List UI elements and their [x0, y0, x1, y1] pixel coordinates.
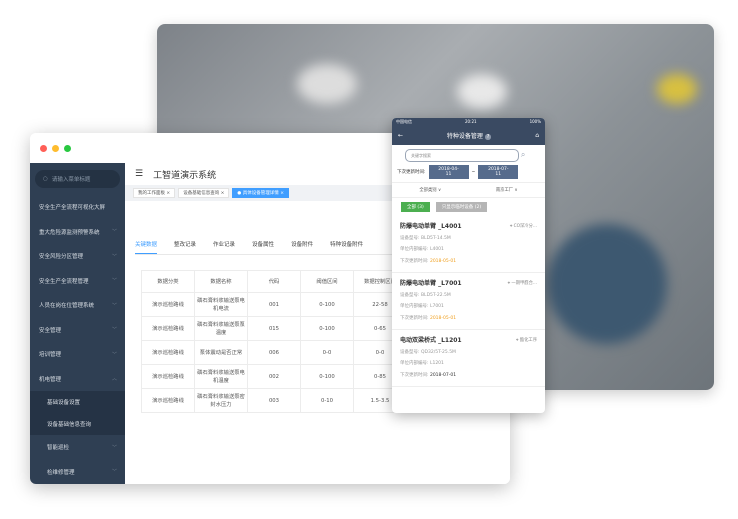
chevron-down-icon: ﹀: [111, 469, 117, 476]
tab-key-data[interactable]: 关键数据: [135, 240, 158, 254]
all-button[interactable]: 全部 (3): [401, 202, 430, 212]
keyword-search-input[interactable]: 关键字搜索: [405, 149, 519, 162]
tag-device-detail[interactable]: ● 具体设备管理详情 ×: [232, 188, 289, 198]
table-header: 数据分类 数据名称 代码 阈值区间 数据控制区间: [141, 270, 407, 293]
sidebar-subitem[interactable]: 设备基础信息查询: [30, 413, 125, 435]
maximize-dot[interactable]: [64, 144, 71, 152]
back-arrow-icon[interactable]: ←: [398, 132, 404, 139]
date-from[interactable]: 2018-04-11: [428, 165, 469, 179]
category-dropdown[interactable]: 全部类别 ∨: [419, 188, 442, 193]
search-icon[interactable]: ⌕: [520, 150, 526, 159]
sidebar-item[interactable]: 安全生产全流程管理 ﹀: [39, 278, 117, 285]
home-icon[interactable]: ⌂: [535, 132, 539, 139]
table-row: 演示巡检路线 磷石膏料浆输送泵密封水压力 003 0-10 1.5-3.5: [141, 388, 407, 413]
sidebar-item[interactable]: 人员在岗在位管理系统 ﹀: [39, 302, 117, 310]
temporary-only-button[interactable]: 只显示临时设备 (2): [435, 202, 488, 212]
sidebar-item[interactable]: 检维修管理 ﹀: [47, 469, 117, 476]
tab-attachments[interactable]: 设备附件: [291, 242, 314, 248]
tab-work-records[interactable]: 作业记录: [213, 242, 236, 248]
help-icon[interactable]: ?: [484, 134, 492, 140]
device-list-item[interactable]: 防爆电动单臂 _L7001 ⌖ 一期甲醛合... 设备型号: BLD5T-22.5…: [392, 273, 545, 330]
tab-attributes[interactable]: 设备属性: [252, 242, 275, 248]
sidebar-item[interactable]: 智能巡检 ﹀: [47, 444, 117, 452]
chevron-down-icon: ﹀: [111, 229, 117, 236]
key-data-table: 数据分类 数据名称 代码 阈值区间 数据控制区间 演示巡检路线 磷石膏料浆输送泵电机电流 0…: [141, 270, 407, 413]
search-icon: ○: [43, 176, 48, 182]
sidebar-subitem[interactable]: 基础设备设置: [30, 391, 125, 413]
table-row: 演示巡检路线 磷石膏料浆输送泵电机温度 002 0-100 0-85: [141, 364, 407, 389]
chevron-down-icon: ﹀: [111, 302, 117, 309]
location-pin-icon: ⌖: [516, 338, 519, 343]
chevron-down-icon: ﹀: [111, 253, 117, 260]
tag-workbench[interactable]: 我的工作面板 ×: [133, 188, 176, 198]
chevron-up-icon: ︿: [111, 376, 117, 383]
tag-device-query[interactable]: 设备基础信息查询 ×: [178, 188, 230, 198]
main-content: ☰ 工智道演示系统 我的工作面板 × 设备基础信息查询 × ● 具体设备管理详情 …: [125, 163, 510, 484]
page-title: 特种设备管理: [446, 133, 483, 140]
sidebar-item[interactable]: 培训管理 ﹀: [39, 351, 117, 359]
sidebar: ○ 请输入菜单标题 安全生产全流程可视化大屏 重大危险源监测预警系统 ﹀ 安全风险分…: [30, 163, 125, 484]
status-bar: 中国电信 20:21 100%: [392, 118, 545, 126]
chevron-down-icon: ﹀: [111, 351, 117, 358]
table-row: 演示巡检路线 磷石膏料浆输送泵电机电流 001 0-100 22-58: [141, 292, 407, 317]
tab-rectification[interactable]: 整改记录: [174, 242, 197, 248]
sidebar-item[interactable]: 安全生产全流程可视化大屏: [39, 205, 106, 212]
device-list-item[interactable]: 电动双梁桥式 _L1201 ⌖ 酯化工序 设备型号: QD32/5T-25.5M …: [392, 330, 545, 387]
table-row: 演示巡检路线 泵体震动是否正常 006 0-0 0-0: [141, 340, 407, 365]
location-pin-icon: ⌖: [507, 281, 511, 286]
date-to[interactable]: 2018-07-11: [478, 165, 519, 179]
sidebar-item[interactable]: 安全管理 ﹀: [39, 327, 117, 334]
device-list-item[interactable]: 防爆电动单臂 _L4001 ⌖ CO深冷分... 设备型号: BLD5T-14.5…: [392, 216, 545, 273]
chevron-down-icon: ﹀: [111, 444, 117, 451]
sidebar-item[interactable]: 安全风险分区管理 ﹀: [39, 253, 117, 261]
factory-dropdown[interactable]: 南京工厂 ∨: [495, 188, 518, 193]
menu-toggle-icon[interactable]: ☰: [135, 169, 144, 179]
tab-special-attachments[interactable]: 特种设备附件: [330, 242, 364, 248]
app-title: 工智道演示系统: [153, 170, 217, 181]
content-tabs: 关键数据 整改记录 作业记录 设备属性 设备附件 特种设备附件: [135, 240, 510, 255]
minimize-dot[interactable]: [52, 144, 59, 152]
location-pin-icon: ⌖: [509, 224, 513, 229]
chevron-down-icon: ﹀: [111, 327, 117, 334]
sidebar-item[interactable]: 机电管理 ︿: [39, 376, 117, 383]
sidebar-item[interactable]: 重大危险源监测预警系统 ﹀: [39, 229, 117, 236]
mobile-app: 中国电信 20:21 100% ← 特种设备管理 ? ⌂ 关键字搜索 ⌕ 下次更新时…: [392, 118, 545, 413]
menu-search-input[interactable]: ○ 请输入菜单标题: [35, 170, 120, 188]
nav-bar: ← 特种设备管理 ? ⌂: [392, 126, 545, 145]
chevron-down-icon: ﹀: [111, 278, 117, 285]
close-dot[interactable]: [40, 144, 47, 152]
table-row: 演示巡检路线 磷石膏料浆输送泵泵温度 015 0-100 0-65: [141, 316, 407, 341]
